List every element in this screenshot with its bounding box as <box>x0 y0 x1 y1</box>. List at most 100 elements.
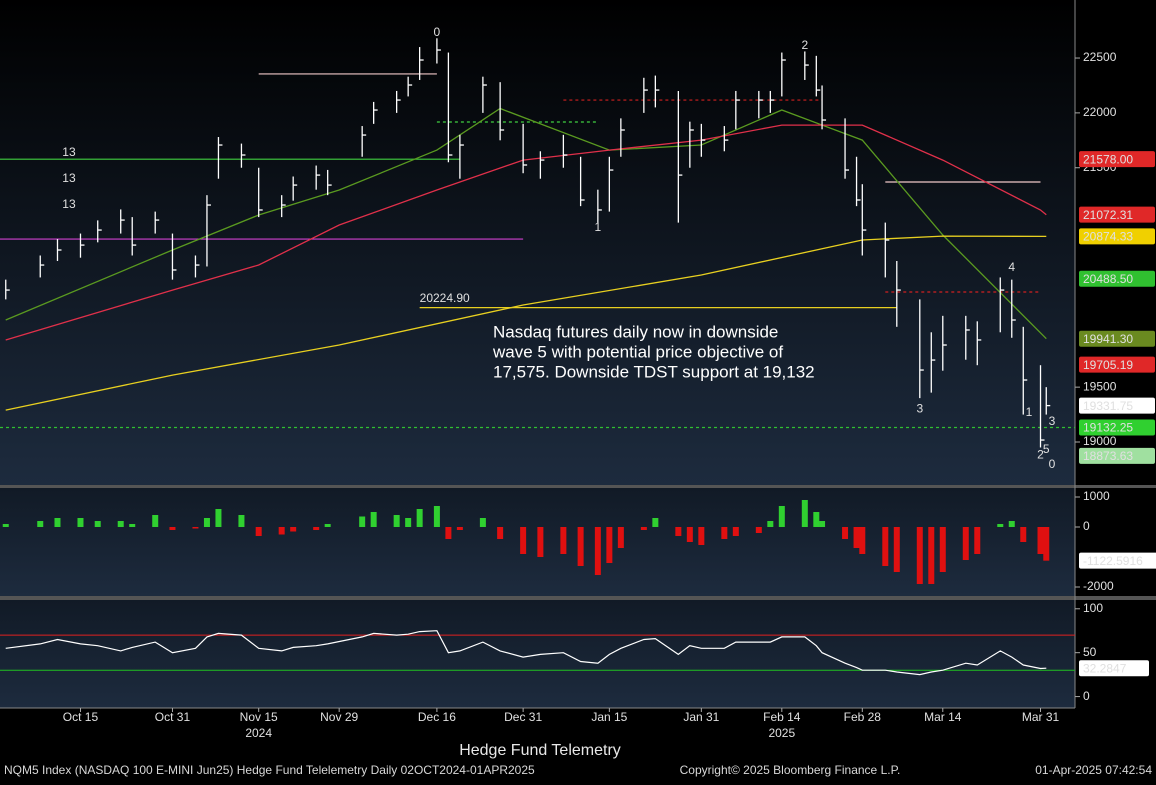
histogram-bar <box>577 527 584 566</box>
histogram-bar <box>606 527 613 563</box>
histogram-bar <box>117 521 124 527</box>
last-value-box <box>1079 660 1149 677</box>
last-value-box <box>1079 356 1155 373</box>
x-tick-label: Nov 15 <box>240 710 278 724</box>
histogram-bar <box>54 518 61 527</box>
histogram-bar <box>560 527 567 554</box>
histogram-bar <box>238 515 245 527</box>
last-value-box <box>1079 330 1155 347</box>
panel-divider <box>0 596 1156 600</box>
histogram-bar <box>617 527 624 548</box>
oscillator-panel <box>0 600 1075 708</box>
histogram-bar <box>497 527 504 539</box>
y-tick-label: 19500 <box>1083 379 1117 393</box>
histogram-bar <box>313 527 320 530</box>
histogram-bar <box>359 516 366 527</box>
histogram-bar <box>675 527 682 536</box>
histogram-bar <box>928 527 935 584</box>
moving-average <box>5 107 1047 340</box>
y-tick-label: 50 <box>1083 645 1097 659</box>
x-tick-label: Feb 28 <box>844 710 882 724</box>
histogram-bar <box>640 527 647 530</box>
moving-average <box>5 235 1047 411</box>
histogram-bar <box>916 527 923 584</box>
y-tick-label: 22500 <box>1083 50 1117 64</box>
last-value-label: 20488.50 <box>1083 272 1133 286</box>
y-tick-label: 100 <box>1083 601 1103 615</box>
histogram-bar <box>974 527 981 554</box>
last-value-label: 19705.19 <box>1083 358 1133 372</box>
annotation: wave 5 with potential price objective of <box>492 342 783 361</box>
year-label: 2025 <box>768 726 795 740</box>
x-tick-label: Oct 31 <box>155 710 191 724</box>
histogram-bar <box>278 527 285 535</box>
y-tick-label: 19000 <box>1083 434 1117 448</box>
histogram-bar <box>215 509 222 527</box>
oscillator-line <box>5 630 1047 676</box>
histogram-bar <box>456 527 463 530</box>
histogram-bar <box>1037 527 1044 554</box>
histogram-bar <box>721 527 728 539</box>
histogram-bar <box>842 527 849 539</box>
histogram-bar <box>537 527 544 557</box>
last-value-label: 21578.00 <box>1083 152 1133 166</box>
histogram-bar <box>129 524 136 527</box>
y-tick-label: 0 <box>1083 519 1090 533</box>
last-value-label: 19941.30 <box>1083 332 1133 346</box>
histogram-bar <box>520 527 527 554</box>
plot-layer: 19000 19500 2 1 50 0 22000 22500 20224.90 0 1 2 3 4 5 1… <box>0 25 1156 740</box>
footer-right: 01-Apr-2025 07:42:54 <box>1035 763 1152 777</box>
histogram-bar <box>94 521 101 527</box>
histogram-bar <box>192 527 199 529</box>
histogram-bar <box>2 524 9 527</box>
wave-label: 1 <box>1026 405 1033 419</box>
histogram-bar <box>732 527 739 536</box>
annotation: 17,575. Downside TDST support at 19,132 <box>493 362 815 381</box>
histogram-bar <box>652 518 659 527</box>
histogram-bar <box>1043 527 1050 561</box>
histogram-bar <box>416 509 423 527</box>
x-tick-label: Jan 31 <box>683 710 719 724</box>
last-value-label: 19132.25 <box>1083 421 1133 435</box>
wave-label: 13 <box>62 171 76 185</box>
wave-label: 1 <box>595 220 602 234</box>
histogram-bar <box>479 518 486 527</box>
wave-label: 5 <box>1043 442 1050 456</box>
histogram-bar <box>255 527 262 536</box>
histogram-bar <box>77 518 84 527</box>
histogram-bar <box>755 527 762 533</box>
histogram-bar <box>37 521 44 527</box>
histogram-bar <box>169 527 176 530</box>
histogram-bar <box>290 527 297 532</box>
last-value-label: 18873.63 <box>1083 449 1133 463</box>
wave-label: 0 <box>434 25 441 39</box>
histogram-bar <box>1008 521 1015 527</box>
last-value-box <box>1079 419 1155 436</box>
x-tick-label: Feb 14 <box>763 710 801 724</box>
x-tick-label: Dec 31 <box>504 710 542 724</box>
histogram-bar <box>698 527 705 545</box>
histogram-bar <box>594 527 601 575</box>
histogram-bar <box>203 518 210 527</box>
histogram-bar <box>997 524 1004 527</box>
last-value-label: 32.2847 <box>1083 661 1127 675</box>
chart-title: Hedge Fund Telemetry <box>459 742 621 759</box>
last-value-label: 21072.31 <box>1083 208 1133 222</box>
histogram-bar <box>801 500 808 527</box>
wave-label: 3 <box>1049 414 1056 428</box>
y-tick-label: 0 <box>1083 689 1090 703</box>
annotation: Nasdaq futures daily now in downside <box>493 322 778 341</box>
footer-center: Copyright© 2025 Bloomberg Finance L.P. <box>680 763 901 777</box>
histogram-bar <box>893 527 900 572</box>
wave-label: 4 <box>1008 260 1015 274</box>
panel-divider <box>0 485 1156 488</box>
x-tick-label: Mar 14 <box>924 710 962 724</box>
histogram-bar <box>324 524 331 527</box>
x-tick-label: Nov 29 <box>320 710 358 724</box>
histogram-bar <box>819 521 826 527</box>
last-value-box <box>1079 206 1155 223</box>
histogram-bar <box>859 527 866 554</box>
histogram-bar <box>1020 527 1027 542</box>
